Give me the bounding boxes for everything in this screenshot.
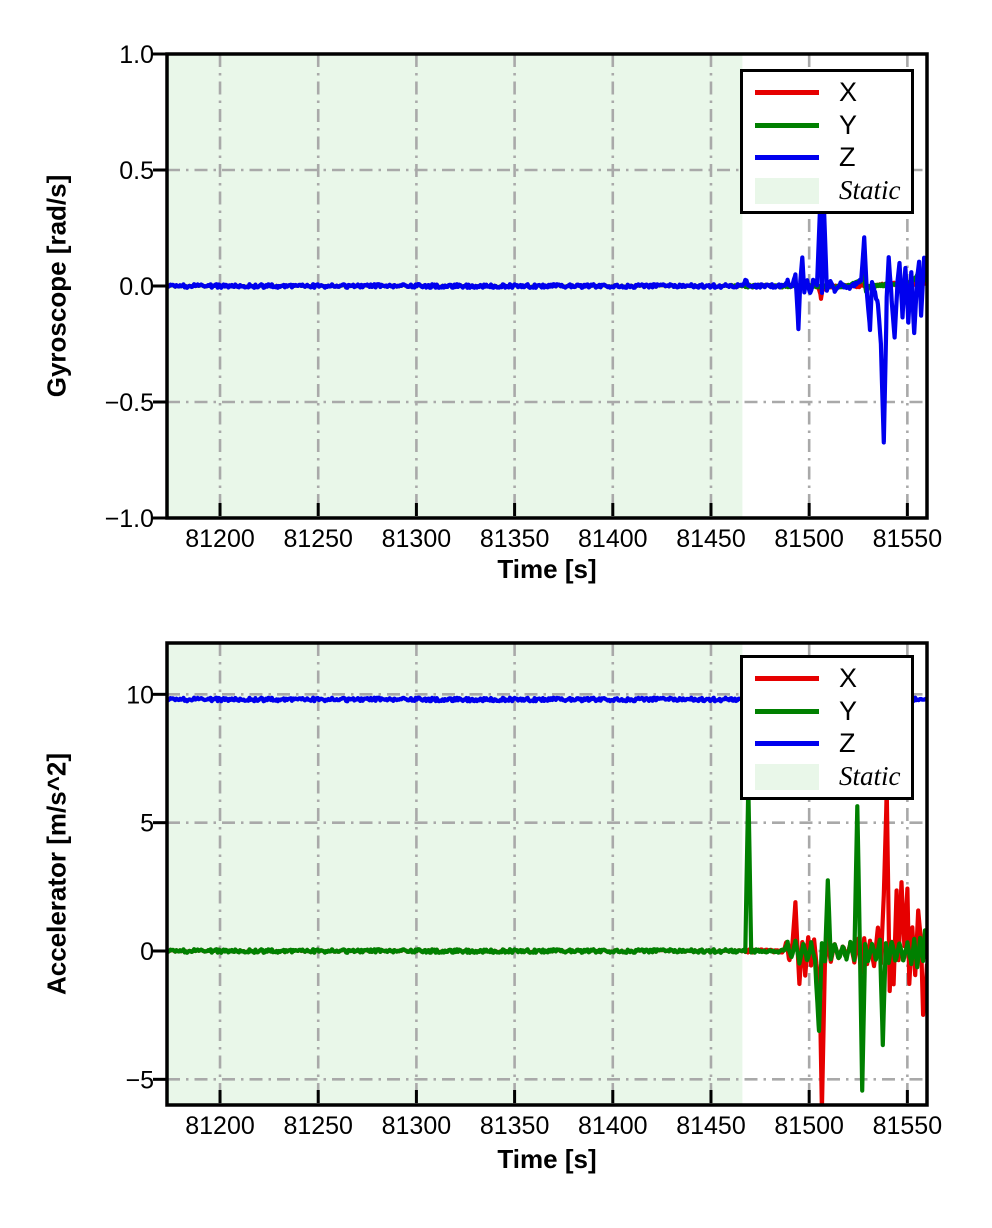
accelerator-y-axis-label: Accelerator [m/s^2] bbox=[41, 752, 72, 996]
legend-label-y: Y bbox=[839, 695, 858, 726]
x-tick-label: 81200 bbox=[185, 525, 255, 553]
x-tick-label: 81250 bbox=[283, 1112, 353, 1140]
static-region-swatch bbox=[755, 763, 819, 790]
x-tick-label: 81400 bbox=[578, 1112, 648, 1140]
y-tick-label: −5 bbox=[125, 1066, 154, 1094]
x-series-swatch bbox=[755, 675, 819, 681]
accelerator-legend: X Y Z Static bbox=[740, 655, 914, 800]
static-region-swatch bbox=[755, 177, 819, 204]
legend-label-static: Static bbox=[839, 761, 901, 792]
series-z bbox=[167, 203, 927, 445]
legend-label-z: Z bbox=[839, 142, 856, 173]
x-tick-label: 81450 bbox=[676, 1112, 746, 1140]
accelerator-x-axis-label: Time [s] bbox=[497, 1144, 597, 1174]
legend-entry-y: Y bbox=[743, 695, 911, 727]
legend-label-y: Y bbox=[839, 109, 858, 140]
y-tick-label: 0.5 bbox=[119, 157, 154, 185]
x-series-swatch bbox=[755, 89, 819, 95]
legend-entry-z: Z bbox=[743, 142, 911, 174]
static-span bbox=[167, 643, 743, 1105]
z-series-swatch bbox=[755, 741, 819, 747]
x-tick-label: 81200 bbox=[185, 1112, 255, 1140]
y-tick-label: −0.5 bbox=[105, 389, 154, 417]
legend-label-z: Z bbox=[839, 728, 856, 759]
legend-entry-x: X bbox=[743, 662, 911, 694]
gyroscope-legend: X Y Z Static bbox=[740, 69, 914, 214]
x-tick-label: 81350 bbox=[480, 525, 550, 553]
y-tick-label: 10 bbox=[126, 681, 154, 709]
x-tick-label: 81350 bbox=[480, 1112, 550, 1140]
accelerator-plot-area: 81200 81250 81300 81350 81400 81450 81500 81550… bbox=[125, 641, 943, 1140]
gyroscope-y-axis-label: Gyroscope [rad/s] bbox=[41, 174, 72, 398]
accelerator-chart: 81200 81250 81300 81350 81400 81450 81500 81550… bbox=[0, 620, 992, 1228]
z-series-swatch bbox=[755, 155, 819, 161]
y-series-swatch bbox=[755, 122, 819, 128]
legend-entry-y: Y bbox=[743, 109, 911, 141]
y-tick-label: 5 bbox=[140, 810, 154, 838]
x-tick-label: 81550 bbox=[873, 1112, 943, 1140]
x-tick-label: 81300 bbox=[382, 525, 452, 553]
x-tick-label: 81250 bbox=[283, 525, 353, 553]
y-series-swatch bbox=[755, 708, 819, 714]
gyroscope-plot-area: 81200 81250 81300 81350 81400 81450 81500 81550… bbox=[105, 41, 943, 553]
y-tick-label: 0.0 bbox=[119, 273, 154, 301]
gyroscope-x-axis-label: Time [s] bbox=[497, 554, 597, 584]
plot-frame bbox=[165, 641, 929, 1107]
y-tick-label: −1.0 bbox=[105, 505, 154, 533]
legend-entry-z: Z bbox=[743, 728, 911, 760]
legend-entry-x: X bbox=[743, 76, 911, 108]
x-tick-label: 81500 bbox=[774, 525, 844, 553]
x-tick-label: 81450 bbox=[676, 525, 746, 553]
legend-entry-static: Static bbox=[743, 761, 911, 793]
legend-label-x: X bbox=[839, 76, 858, 107]
legend-label-static: Static bbox=[839, 175, 901, 206]
x-tick-label: 81300 bbox=[382, 1112, 452, 1140]
legend-label-x: X bbox=[839, 662, 858, 693]
y-tick-label: 1.0 bbox=[119, 41, 154, 69]
y-tick-label: 0 bbox=[140, 938, 154, 966]
x-tick-label: 81500 bbox=[774, 1112, 844, 1140]
gyroscope-chart: 81200 81250 81300 81350 81400 81450 81500 81550… bbox=[41, 41, 943, 584]
x-tick-label: 81550 bbox=[873, 525, 943, 553]
series-y bbox=[167, 783, 927, 1093]
x-tick-label: 81400 bbox=[578, 525, 648, 553]
legend-entry-static: Static bbox=[743, 175, 911, 207]
